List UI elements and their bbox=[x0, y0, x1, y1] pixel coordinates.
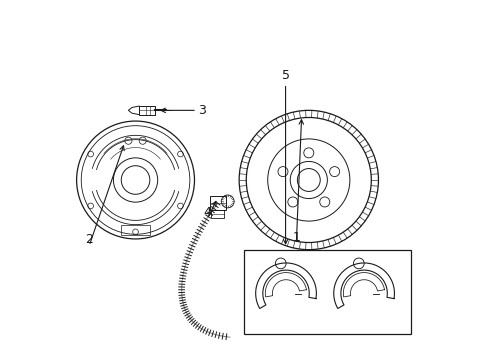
Bar bbox=[209, 196, 225, 210]
Text: 1: 1 bbox=[292, 231, 300, 244]
Text: 2: 2 bbox=[85, 233, 93, 246]
Circle shape bbox=[353, 258, 364, 269]
Bar bbox=[244, 249, 410, 334]
Bar bbox=[211, 210, 224, 218]
Text: 5: 5 bbox=[281, 69, 289, 82]
Circle shape bbox=[275, 258, 285, 269]
Bar bbox=[121, 225, 149, 235]
Text: 4: 4 bbox=[203, 206, 210, 219]
Text: 3: 3 bbox=[198, 104, 205, 117]
